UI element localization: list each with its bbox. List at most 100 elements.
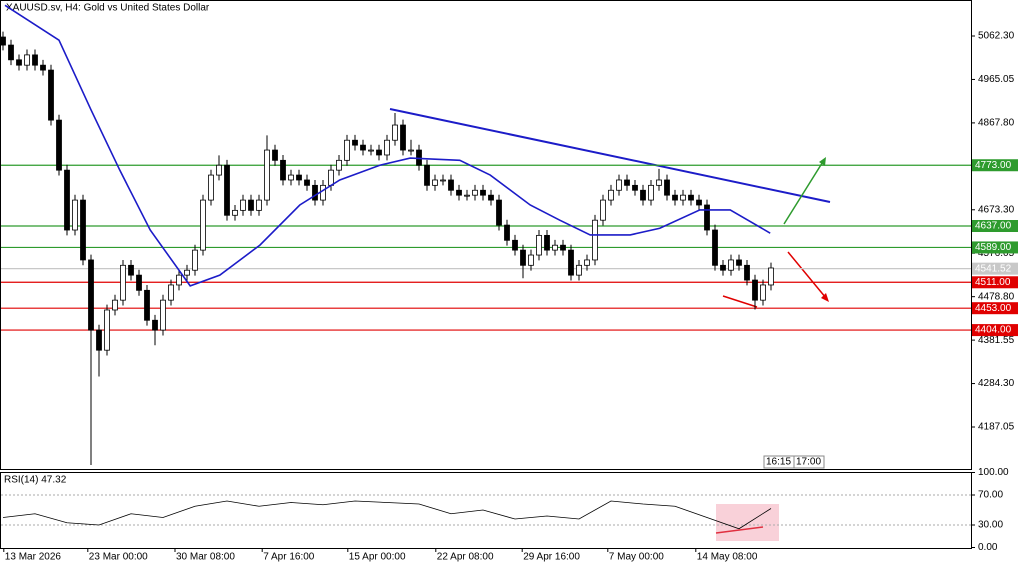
candle-body [568,249,574,276]
candle-body [384,139,390,156]
candle-body [616,179,622,191]
candle-body [480,189,486,196]
candle-body [272,149,278,161]
y-tick-label: 4965.05 [978,74,1015,85]
candle-body [344,139,350,161]
price-divergence-line [722,295,758,308]
level-label: 4453.00 [975,303,1012,314]
candle-body [32,54,38,66]
candle-body [456,189,462,196]
y-tick-label: 4284.30 [978,378,1015,389]
candle-body [248,199,254,211]
candle-body [256,199,262,211]
x-tick-label: 13 Mar 2026 [5,552,62,563]
candle-body [656,179,662,186]
candle-body [112,299,118,311]
candle-body [368,149,374,152]
candle-body [576,264,582,276]
candle-body [232,209,238,216]
y-tick-label: 4867.80 [978,118,1015,129]
level-label-box [972,324,1018,337]
rsi-y-tick-label: 0.00 [978,542,998,553]
rsi-line [2,500,772,530]
main-pane [0,0,972,470]
candle-body [640,189,646,201]
candle-body [728,259,734,271]
candle-body [632,184,638,191]
candle-body [48,69,54,121]
candle-body [184,269,190,276]
candle-body [560,244,566,251]
candle-body [312,184,318,201]
x-tick-label: 23 Mar 00:00 [89,552,148,563]
candle-body [768,267,774,286]
candle-body [8,44,14,61]
up-arrow [783,157,826,225]
candle-body [528,254,534,266]
rsi-y-tick-label: 100.00 [978,467,1009,478]
level-label-box [972,241,1018,254]
candle-body [544,234,550,251]
candle-body [592,219,598,261]
level-label: 4404.00 [975,325,1012,336]
candle-body [128,264,134,276]
candle-body [360,144,366,151]
level-label: 4589.00 [975,242,1012,253]
candle-body [144,289,150,321]
time-marker: 16:15 [766,457,791,468]
candle-body [152,319,158,331]
candle-body [136,274,142,291]
candle-body [752,279,758,301]
y-tick-label: 4187.05 [978,422,1015,433]
candle-body [96,329,102,351]
candle-body [352,139,358,146]
candle-body [192,249,198,271]
candle-body [696,199,702,206]
candle-body [80,199,86,261]
level-label: 4511.00 [975,277,1011,288]
candle-body [624,179,630,186]
candle-body [664,179,670,196]
candle-body [440,179,446,182]
rsi-label: RSI(14) 47.32 [4,475,67,486]
candle-body [336,159,342,171]
level-label-box [972,276,1018,289]
y-tick-label: 4381.55 [978,335,1015,346]
candle-body [688,194,694,201]
candle-body [408,149,414,152]
candle-body [504,224,510,241]
rsi-pane [0,472,972,549]
candle-body [720,264,726,271]
candle-body [200,199,206,251]
candle-body [712,229,718,266]
candle-body [88,259,94,331]
level-label: 4637.00 [975,221,1012,232]
candle-body [64,169,70,231]
candle-body [608,189,614,201]
candle-body [704,204,710,231]
candle-body [328,169,334,186]
y-tick-label: 4478.80 [978,291,1015,302]
candle-body [432,179,438,186]
moving-average [4,4,771,287]
candle-body [448,179,454,191]
candle-body [304,179,310,186]
candle-body [120,264,126,301]
candle-body [672,194,678,201]
candle-body [488,194,494,201]
candle-body [296,174,302,181]
candle-body [512,239,518,251]
level-label-box [972,219,1018,232]
down-arrow [787,251,829,302]
candle-body [520,249,526,266]
candle-body [680,194,686,201]
candle-body [56,119,62,171]
candle-body [288,174,294,181]
y-tick-label: 4673.30 [978,204,1015,215]
candle-body [584,259,590,266]
candle-body [600,199,606,221]
candle-body [16,59,22,66]
candle-body [552,244,558,251]
candle-body [536,234,542,256]
